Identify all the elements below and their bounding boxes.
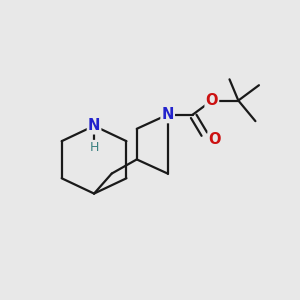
Text: N: N bbox=[161, 107, 174, 122]
Text: O: O bbox=[206, 93, 218, 108]
Text: H: H bbox=[89, 141, 99, 154]
Text: N: N bbox=[88, 118, 100, 134]
Text: O: O bbox=[208, 132, 221, 147]
